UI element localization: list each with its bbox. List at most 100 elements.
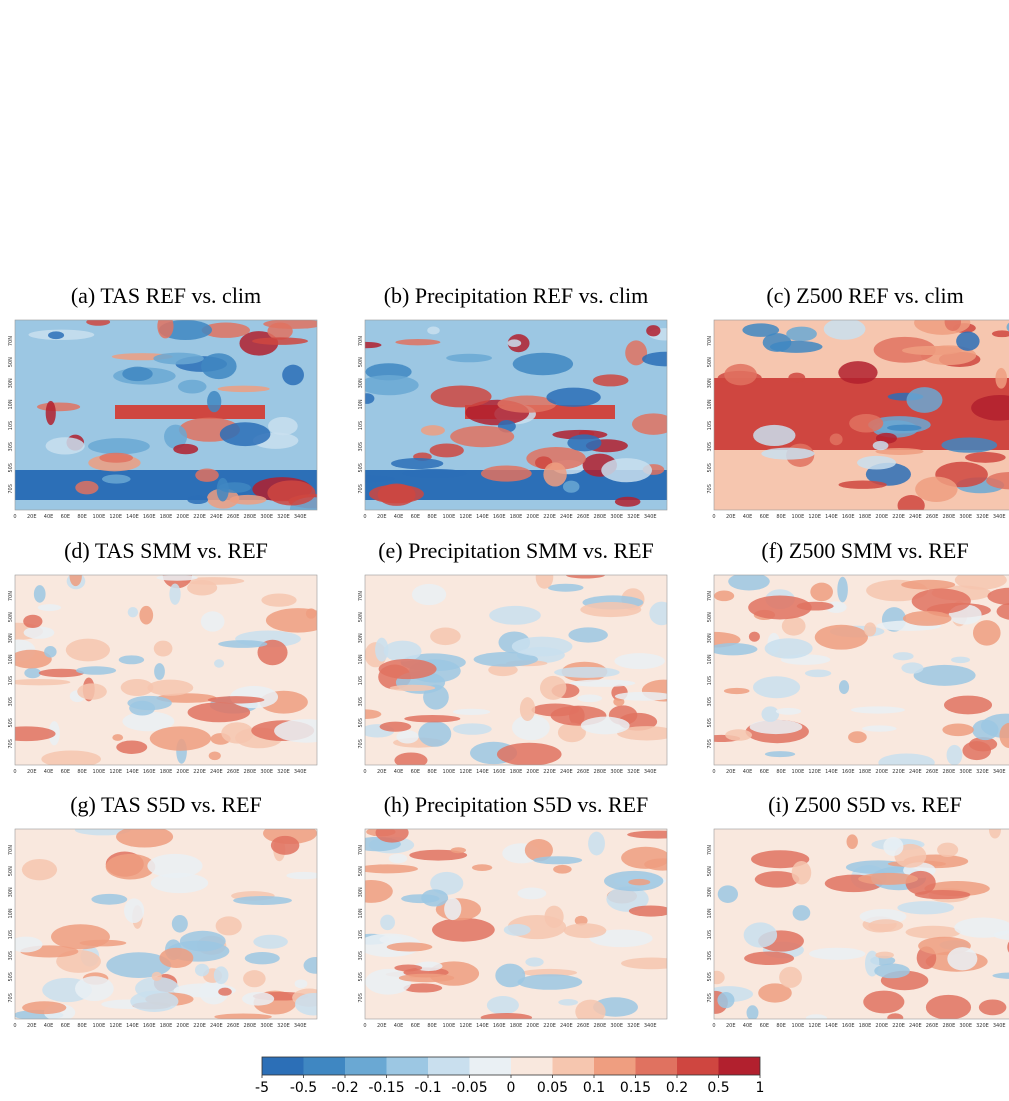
anomaly-patch [830, 434, 843, 446]
anomaly-patch [127, 696, 171, 710]
anomaly-patch [66, 639, 110, 662]
anomaly-patch [615, 692, 672, 701]
x-tick-label: 100E [93, 1023, 106, 1029]
anomaly-patch [376, 823, 409, 843]
y-tick-label: 50S [8, 463, 14, 473]
anomaly-patch [22, 859, 57, 880]
map-panel [9, 823, 332, 1021]
anomaly-patch [915, 477, 957, 502]
x-tick-label: 120E [808, 769, 821, 775]
anomaly-patch [782, 617, 806, 636]
anomaly-patch [926, 995, 971, 1020]
anomaly-patch [481, 465, 532, 481]
anomaly-patch [558, 999, 578, 1006]
anomaly-patch [543, 462, 566, 486]
anomaly-patch [430, 628, 461, 646]
colorbar-tick-label: -0.15 [368, 1080, 404, 1096]
x-tick-label: 320E [627, 514, 640, 520]
anomaly-patch [102, 475, 131, 484]
x-tick-label: 80E [776, 769, 786, 775]
x-tick-label: 240E [560, 514, 573, 520]
anomaly-patch [389, 854, 408, 863]
anomaly-patch [533, 856, 582, 864]
colorbar-tick-label: 1 [756, 1080, 765, 1096]
x-tick-label: 280E [244, 769, 257, 775]
anomaly-patch [875, 952, 894, 959]
y-tick-label: 10N [8, 908, 14, 918]
x-tick-label: 60E [411, 769, 421, 775]
y-tick-label: 70S [358, 739, 364, 749]
x-tick-label: 120E [109, 769, 122, 775]
anomaly-patch [906, 387, 942, 413]
anomaly-patch [233, 896, 292, 905]
x-tick-label: 60E [61, 1023, 71, 1029]
y-tick-label: 10S [358, 676, 364, 686]
x-tick-label: 0 [712, 1023, 715, 1029]
anomaly-patch [851, 706, 905, 713]
x-tick-label: 160E [493, 1023, 506, 1029]
anomaly-patch [252, 337, 308, 345]
anomaly-patch [863, 991, 904, 1014]
anomaly-patch [914, 311, 970, 335]
x-tick-label: 140E [126, 769, 139, 775]
y-tick-label: 50N [8, 357, 14, 367]
x-tick-label: 260E [926, 1023, 939, 1029]
anomaly-patch [937, 843, 958, 857]
y-tick-label: 30S [358, 697, 364, 707]
anomaly-patch [518, 974, 583, 990]
x-tick-label: 100E [93, 769, 106, 775]
x-tick-label: 40E [743, 1023, 753, 1029]
anomaly-patch [857, 456, 896, 470]
x-tick-label: 340E [644, 514, 657, 520]
anomaly-patch [770, 341, 823, 353]
anomaly-patch [48, 331, 64, 339]
anomaly-patch [588, 832, 605, 856]
x-tick-label: 20E [377, 1023, 387, 1029]
x-tick-label: 300E [959, 769, 972, 775]
x-tick-label: 200E [526, 514, 539, 520]
x-tick-label: 280E [594, 514, 607, 520]
x-tick-label: 300E [959, 514, 972, 520]
anomaly-patch [157, 314, 173, 338]
anomaly-patch [395, 339, 440, 345]
colorbar-bin [428, 1057, 470, 1075]
x-tick-label: 260E [926, 514, 939, 520]
x-tick-label: 160E [493, 514, 506, 520]
x-tick-label: 80E [77, 1023, 87, 1029]
anomaly-patch [261, 594, 296, 607]
anomaly-patch [349, 342, 381, 348]
anomaly-patch [112, 734, 123, 741]
y-tick-label: 50S [358, 463, 364, 473]
anomaly-patch [91, 894, 127, 905]
x-tick-label: 200E [176, 1023, 189, 1029]
y-tick-label: 30S [8, 442, 14, 452]
anomaly-patch [418, 721, 451, 747]
x-tick-label: 20E [27, 769, 37, 775]
x-tick-label: 100E [443, 1023, 456, 1029]
anomaly-patch [989, 821, 1001, 839]
x-tick-label: 280E [244, 1023, 257, 1029]
y-tick-label: 70N [707, 591, 713, 601]
anomaly-patch [44, 646, 57, 658]
anomaly-patch [75, 481, 98, 494]
anomaly-patch [839, 680, 849, 694]
anomaly-patch [883, 837, 903, 856]
anomaly-patch [379, 935, 402, 943]
x-tick-label: 300E [610, 514, 623, 520]
map-panel [15, 314, 341, 521]
anomaly-patch [396, 730, 418, 743]
anomaly-patch [147, 854, 202, 878]
anomaly-patch [724, 364, 757, 385]
x-tick-label: 120E [109, 514, 122, 520]
x-tick-label: 260E [227, 514, 240, 520]
anomaly-patch [487, 996, 519, 1014]
anomaly-patch [629, 905, 673, 916]
x-tick-label: 40E [394, 1023, 404, 1029]
map-panel [688, 570, 1009, 772]
x-tick-label: 160E [143, 769, 156, 775]
x-tick-label: 80E [776, 1023, 786, 1029]
x-tick-label: 240E [210, 769, 223, 775]
x-tick-label: 180E [859, 1023, 872, 1029]
x-tick-label: 160E [493, 769, 506, 775]
anomaly-patch [130, 991, 178, 1012]
